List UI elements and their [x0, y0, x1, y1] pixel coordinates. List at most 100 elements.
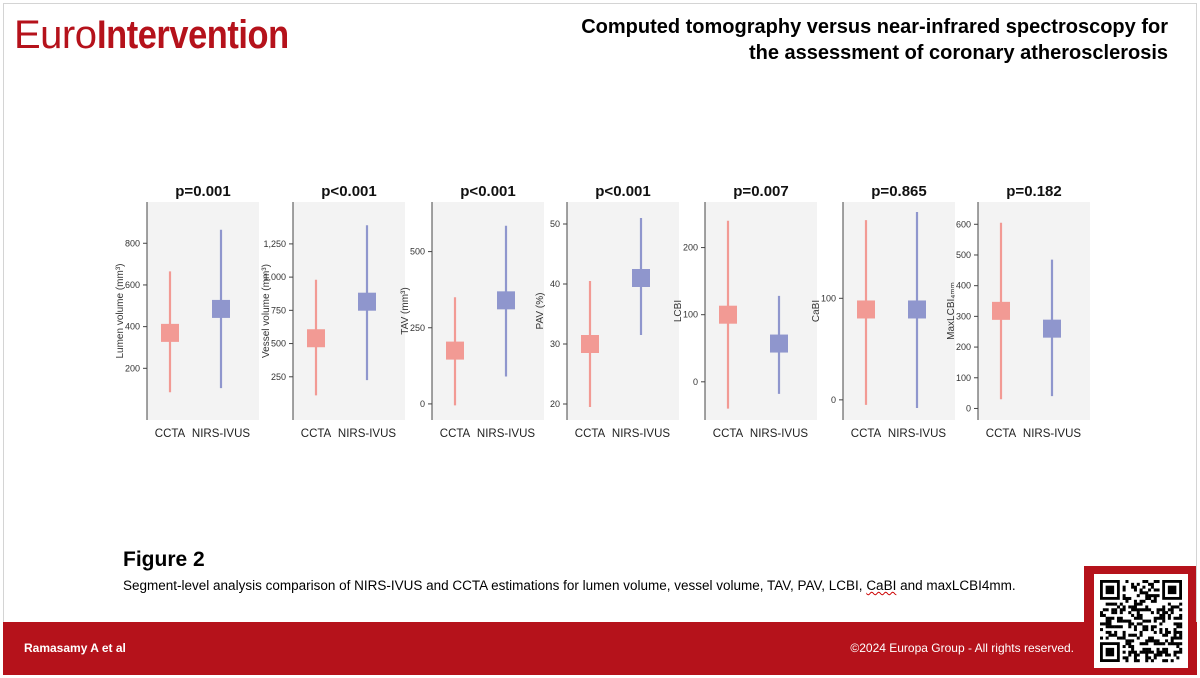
qr-module	[1128, 605, 1132, 609]
qr-module	[1119, 636, 1123, 640]
y-tick-label: 250	[410, 323, 425, 333]
y-tick-label: 0	[966, 403, 971, 413]
qr-module	[1173, 630, 1177, 634]
y-tick-label: 0	[693, 377, 698, 387]
qr-module	[1102, 608, 1106, 612]
qr-module	[1167, 602, 1171, 606]
point-nirs-ivus	[632, 269, 650, 287]
qr-finder-core	[1105, 647, 1115, 657]
qr-module	[1136, 611, 1140, 615]
qr-module	[1125, 599, 1129, 603]
qr-module	[1170, 611, 1174, 615]
qr-module	[1179, 630, 1183, 634]
qr-module	[1153, 639, 1157, 643]
qr-module	[1145, 642, 1149, 646]
qr-module	[1156, 616, 1160, 620]
point-nirs-ivus	[497, 291, 515, 310]
qr-module	[1156, 653, 1160, 657]
qr-module	[1111, 608, 1115, 612]
qr-module	[1173, 633, 1177, 637]
qr-module	[1133, 608, 1137, 612]
qr-module	[1136, 616, 1140, 620]
footer-bar	[3, 622, 1197, 675]
qr-module	[1131, 622, 1135, 626]
qr-module	[1159, 630, 1163, 634]
qr-module	[1133, 625, 1137, 629]
y-axis-label: PAV (%)	[535, 293, 546, 330]
qr-module	[1142, 628, 1146, 632]
qr-module	[1162, 659, 1166, 663]
qr-module	[1173, 642, 1177, 646]
qr-module	[1108, 622, 1112, 626]
qr-module	[1173, 653, 1177, 657]
qr-module	[1176, 622, 1180, 626]
qr-module	[1173, 650, 1177, 654]
qr-module	[1153, 616, 1157, 620]
plot-panel	[293, 202, 405, 420]
qr-module	[1119, 616, 1123, 620]
qr-module	[1114, 611, 1118, 615]
qr-module	[1153, 594, 1157, 598]
qr-module	[1133, 656, 1137, 660]
qr-module	[1122, 650, 1126, 654]
qr-module	[1133, 605, 1137, 609]
y-tick-label: 0	[831, 395, 836, 405]
qr-module	[1165, 639, 1169, 643]
qr-code[interactable]	[1094, 574, 1188, 668]
qr-module	[1170, 659, 1174, 663]
qr-module	[1108, 602, 1112, 606]
plot-panel	[147, 202, 259, 420]
qr-module	[1116, 616, 1120, 620]
qr-module	[1108, 630, 1112, 634]
qr-module	[1125, 596, 1129, 600]
y-tick-label: 200	[683, 243, 698, 253]
qr-module	[1148, 594, 1152, 598]
qr-module	[1128, 619, 1132, 623]
qr-code-frame	[1084, 566, 1196, 672]
qr-module	[1122, 594, 1126, 598]
qr-module	[1148, 588, 1152, 592]
y-tick-label: 200	[956, 342, 971, 352]
qr-module	[1111, 625, 1115, 629]
qr-module	[1119, 619, 1123, 623]
qr-module	[1125, 642, 1129, 646]
qr-module	[1114, 633, 1118, 637]
qr-module	[1136, 602, 1140, 606]
y-tick-label: 1,000	[263, 272, 286, 282]
qr-module	[1122, 596, 1126, 600]
qr-module	[1105, 630, 1109, 634]
qr-module	[1162, 611, 1166, 615]
point-nirs-ivus	[770, 334, 788, 353]
qr-module	[1165, 659, 1169, 663]
qr-module	[1139, 622, 1143, 626]
qr-module	[1131, 647, 1135, 651]
qr-module	[1114, 602, 1118, 606]
qr-module	[1176, 625, 1180, 629]
qr-module	[1131, 613, 1135, 617]
qr-module	[1142, 642, 1146, 646]
y-tick-label: 400	[956, 281, 971, 291]
qr-module	[1165, 611, 1169, 615]
qr-module	[1139, 588, 1143, 592]
y-tick-label: 30	[550, 339, 560, 349]
qr-module	[1128, 645, 1132, 649]
qr-module	[1142, 580, 1146, 584]
qr-module	[1139, 642, 1143, 646]
qr-module	[1128, 622, 1132, 626]
qr-module	[1128, 633, 1132, 637]
qr-module	[1142, 591, 1146, 595]
qr-module	[1142, 608, 1146, 612]
qr-module	[1133, 616, 1137, 620]
y-tick-label: 400	[125, 322, 140, 332]
qr-module	[1176, 645, 1180, 649]
qr-module	[1179, 625, 1183, 629]
qr-module	[1136, 622, 1140, 626]
qr-module	[1114, 630, 1118, 634]
qr-module	[1156, 647, 1160, 651]
qr-module	[1139, 633, 1143, 637]
qr-module	[1165, 630, 1169, 634]
qr-module	[1173, 605, 1177, 609]
qr-module	[1167, 630, 1171, 634]
y-tick-label: 500	[410, 247, 425, 257]
